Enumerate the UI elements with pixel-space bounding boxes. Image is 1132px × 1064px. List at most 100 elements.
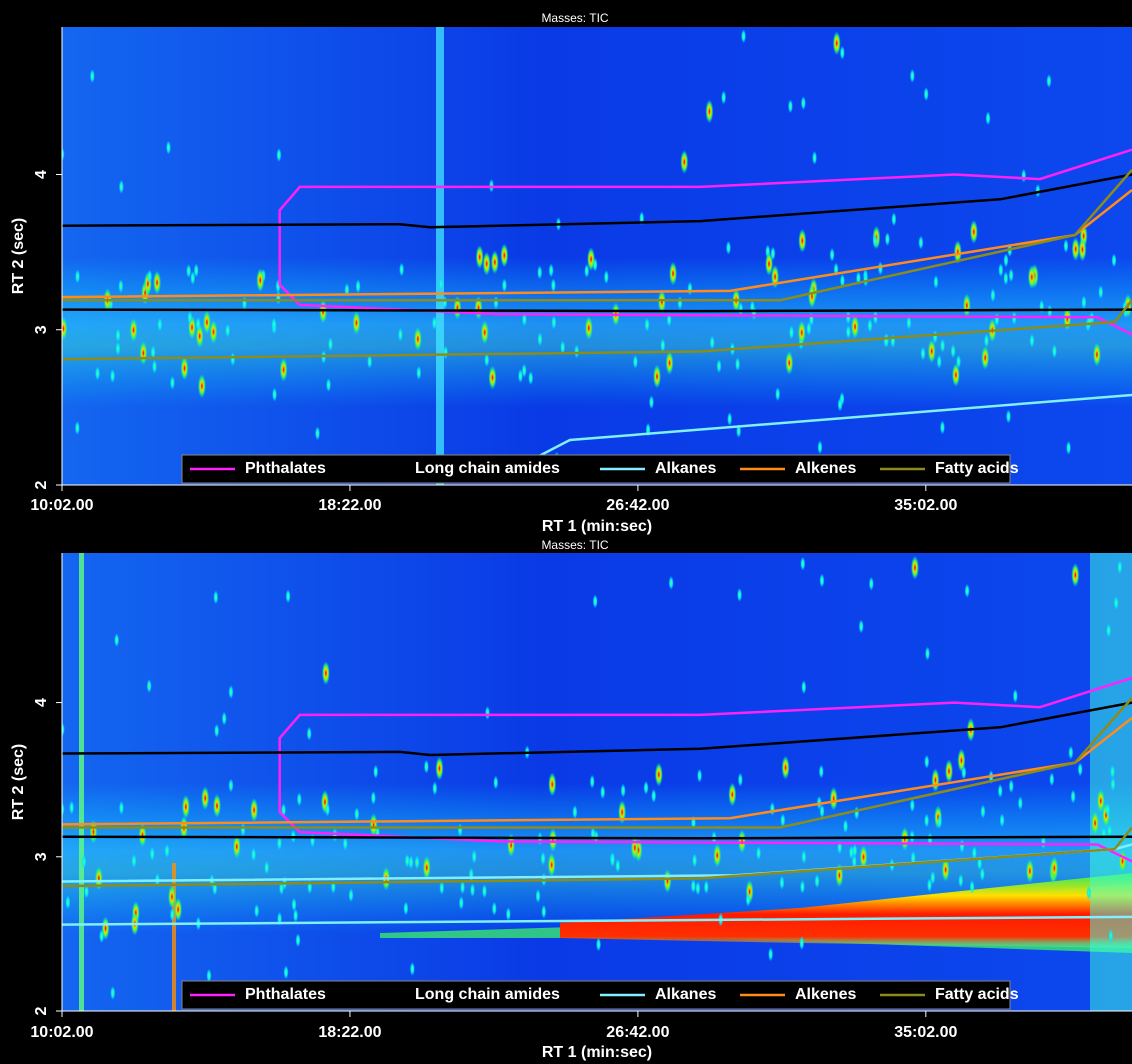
peak-blob [859, 845, 868, 870]
peak-blob [306, 726, 312, 741]
peak-blob [890, 333, 896, 348]
peak-blob [768, 947, 774, 962]
peak-blob [669, 261, 678, 286]
region-boundary [62, 697, 1132, 829]
peak-blob [348, 888, 354, 903]
peak-blob [213, 590, 219, 605]
peak-blob [610, 852, 616, 867]
peak-blob [785, 350, 794, 375]
peak-blob [501, 278, 507, 293]
peak-blob [971, 845, 977, 860]
y-tick-label: 2 [33, 480, 50, 489]
peak-blob [959, 839, 965, 854]
peak-blob [1110, 777, 1116, 792]
peak-blob [1066, 440, 1072, 455]
peak-blob [254, 903, 260, 918]
peak-blob [1003, 253, 1009, 268]
peak-blob [990, 288, 996, 303]
peak-blob [212, 793, 221, 818]
peak-blob [484, 705, 490, 720]
peak-blob [484, 352, 490, 367]
peak-blob [241, 296, 247, 311]
peak-blob [1107, 823, 1113, 838]
peak-blob [980, 804, 986, 819]
legend-label: Long chain amides [415, 986, 560, 1003]
peak-blob [169, 907, 175, 922]
peak-blob [118, 800, 124, 815]
peak-blob [537, 332, 543, 347]
peak-blob [414, 855, 420, 870]
peak-blob [709, 335, 715, 350]
peak-blob [958, 873, 964, 888]
peak-blob [939, 420, 945, 435]
peak-blob [149, 846, 155, 861]
peak-blob [620, 783, 626, 798]
peak-blob [937, 814, 943, 829]
x-tick-label: 10:02.00 [30, 497, 93, 514]
peak-blob [801, 680, 807, 695]
peak-blob [981, 345, 990, 370]
peak-blob [458, 895, 464, 910]
peak-blob [416, 365, 422, 380]
peak-blob [62, 722, 65, 737]
peak-blob [1040, 835, 1046, 850]
y-axis-label: RT 2 (sec) [10, 218, 27, 294]
peak-blob [535, 888, 541, 903]
peak-blob [457, 823, 463, 838]
peak-blob [197, 374, 206, 399]
peak-blob [964, 583, 970, 598]
peak-blob [409, 961, 415, 976]
peak-blob [969, 219, 978, 244]
peak-blob [460, 880, 466, 895]
peak-blob [829, 786, 838, 811]
peak-blob [201, 786, 210, 811]
peak-blob [589, 774, 595, 789]
peak-blob [180, 356, 189, 381]
peak-blob [186, 264, 192, 279]
peak-blob [354, 807, 360, 822]
peak-blob [665, 350, 674, 375]
peak-blob [775, 387, 781, 402]
peak-blob [83, 884, 89, 899]
peak-blob [482, 251, 491, 276]
peak-blob [957, 748, 966, 773]
peak-blob [924, 754, 930, 769]
peak-blob [983, 333, 989, 348]
peak-blob [1105, 803, 1111, 818]
legend-label: Long chain amides [415, 460, 560, 477]
x-tick-label: 10:02.00 [30, 1024, 93, 1041]
peak-blob [941, 857, 950, 882]
peak-blob [187, 310, 193, 325]
peak-blob [900, 826, 909, 851]
peak-blob [839, 273, 845, 288]
peak-blob [443, 345, 449, 360]
peak-blob [713, 843, 722, 868]
peak-blob [920, 346, 926, 361]
peak-blob [852, 843, 858, 858]
peak-blob [839, 45, 845, 60]
peak-blob [863, 272, 869, 287]
peak-blob [548, 263, 554, 278]
peak-blob [541, 904, 547, 919]
region-boundary [62, 915, 1132, 926]
peak-blob [488, 365, 497, 390]
peak-blob [1086, 885, 1092, 900]
peak-blob [147, 269, 153, 284]
peak-blob [998, 263, 1004, 278]
peak-blob [837, 397, 843, 412]
peak-blob [953, 240, 962, 265]
peak-blob [81, 854, 87, 869]
region-boundary [62, 835, 1132, 840]
peak-blob [146, 678, 152, 693]
peak-blob [657, 289, 666, 314]
peak-blob [470, 882, 476, 897]
peak-blob [572, 805, 578, 820]
heatmap-background [62, 27, 1132, 485]
peak-blob [291, 897, 297, 912]
peak-blob [271, 317, 277, 332]
peak-blob [651, 788, 657, 803]
peak-blob [521, 312, 527, 327]
peak-blob [324, 802, 330, 817]
peak-blob [695, 881, 701, 896]
peak-blob [279, 357, 288, 382]
